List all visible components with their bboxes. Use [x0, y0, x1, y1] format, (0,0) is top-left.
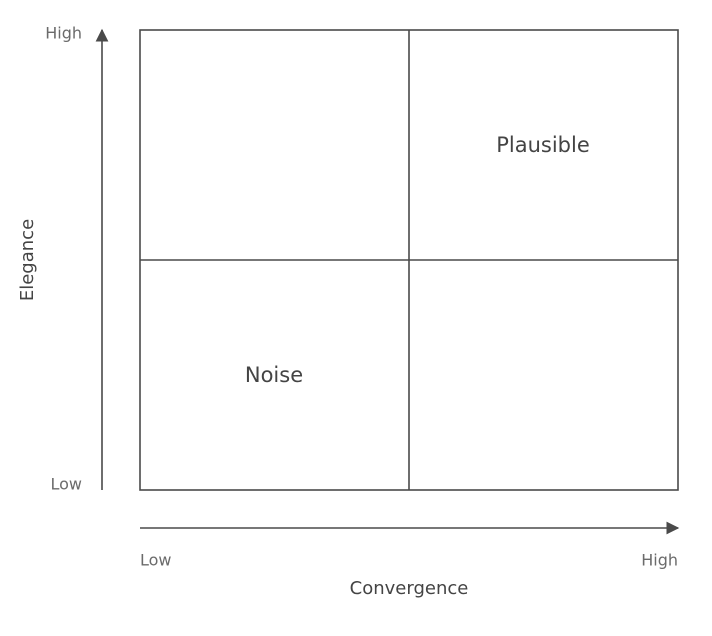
quadrant-label: Noise — [245, 363, 303, 387]
quadrant-label: Plausible — [496, 133, 590, 157]
y-axis-low: Low — [50, 475, 82, 494]
y-axis-high: High — [45, 24, 82, 43]
x-axis-high: High — [641, 551, 678, 570]
x-axis-title: Convergence — [350, 578, 469, 599]
x-axis-low: Low — [140, 551, 172, 570]
y-axis-title: Elegance — [17, 219, 38, 301]
